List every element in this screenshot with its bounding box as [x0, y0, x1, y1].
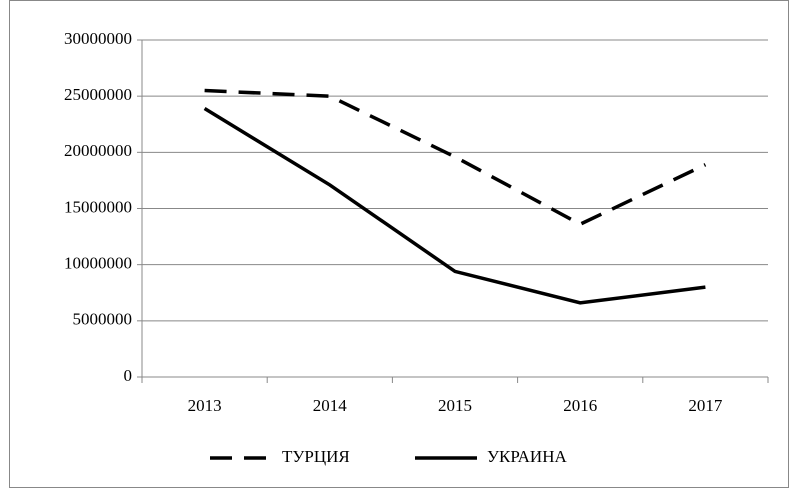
y-tick-label: 5000000: [73, 310, 133, 329]
series-line: [203, 107, 706, 305]
y-tick-label: 25000000: [64, 85, 132, 104]
y-tick-label: 20000000: [64, 141, 132, 160]
y-tick-label: 15000000: [64, 197, 132, 216]
x-tick-label: 2015: [438, 396, 472, 415]
legend-label: ТУРЦИЯ: [282, 447, 350, 466]
y-tick-label: 0: [124, 366, 133, 385]
y-tick-label: 30000000: [64, 29, 132, 48]
x-tick-label: 2016: [563, 396, 597, 415]
x-tick-label: 2013: [188, 396, 222, 415]
legend-label: УКРАИНА: [487, 447, 567, 466]
x-tick-label: 2017: [688, 396, 723, 415]
y-tick-label: 10000000: [64, 254, 132, 273]
series-line: [204, 88, 707, 227]
chart-frame: [9, 0, 789, 488]
x-tick-label: 2014: [313, 396, 348, 415]
